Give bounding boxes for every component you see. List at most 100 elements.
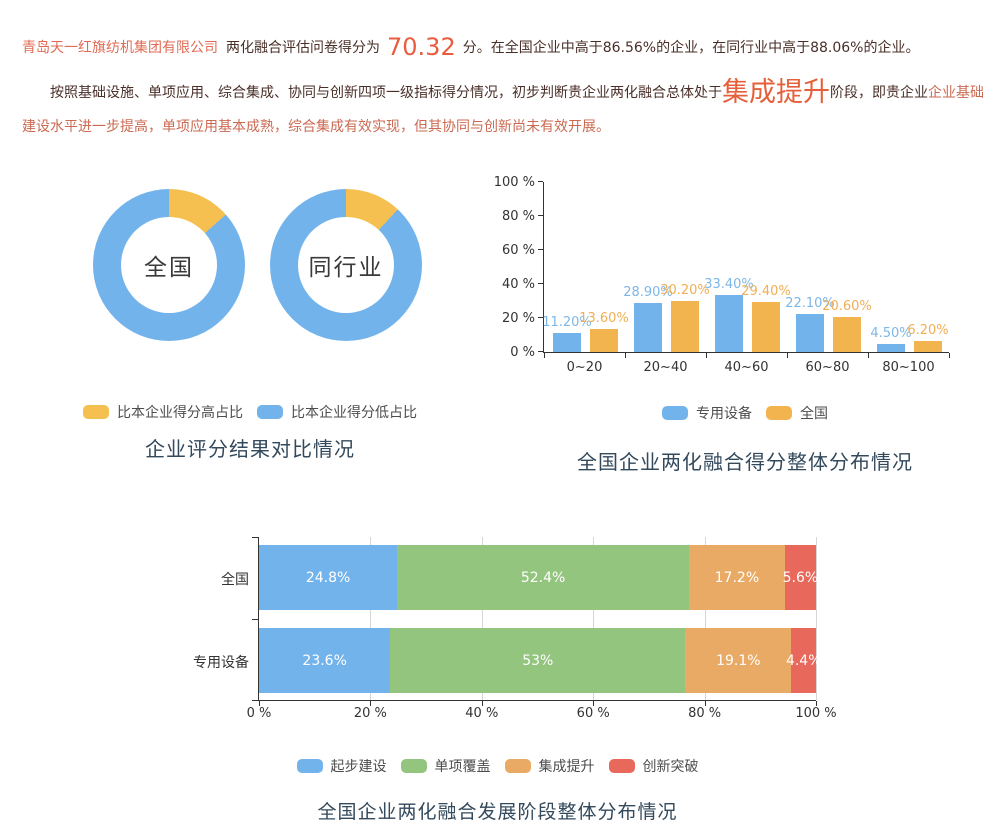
y-axis-tick-mark xyxy=(538,317,543,318)
x-axis-tick-mark xyxy=(787,353,788,358)
segment-value-label: 23.6% xyxy=(302,652,347,669)
segment-集成提升: 19.1% xyxy=(685,628,792,693)
gridline xyxy=(816,537,817,700)
red-swatch-icon xyxy=(608,759,635,773)
gridline xyxy=(704,537,706,700)
y-axis-tick-label: 0 % xyxy=(510,345,535,360)
segment-value-label: 24.8% xyxy=(305,569,351,586)
y-axis-tick-mark xyxy=(538,351,543,352)
legend-item-lower-share[interactable]: 比本企业得分低占比 xyxy=(257,402,417,422)
yellow-swatch-icon xyxy=(83,405,109,419)
bar-专用设备-20~40 xyxy=(634,302,662,352)
legend-item-stage-innovation[interactable]: 创新突破 xyxy=(608,756,699,776)
green-swatch-icon xyxy=(400,759,427,773)
company-name: 青岛天一红旗纺机集团有限公司 xyxy=(22,40,218,56)
bar-value-label: 30.20% xyxy=(660,282,710,298)
bar-专用设备-80~100 xyxy=(877,344,905,352)
stacked-chart-title: 全国企业两化融合发展阶段整体分布情况 xyxy=(317,801,678,823)
y-axis-tick-mark xyxy=(252,537,258,538)
bar-value-label: 4.50% xyxy=(870,326,912,342)
legend-label: 起步建设 xyxy=(330,759,387,775)
y-axis-tick-mark xyxy=(538,249,543,250)
bar-全国-20~40 xyxy=(671,300,699,352)
donut-hole: 同行业 xyxy=(298,217,394,313)
stacked-row-专用设备: 23.6% 53% 19.1% 4.4% xyxy=(259,628,822,693)
segment-单项覆盖: 52.4% xyxy=(397,545,689,610)
bar-value-label: 6.20% xyxy=(907,323,949,339)
stacked-legend: 起步建设 单项覆盖 集成提升 创新突破 xyxy=(0,756,995,776)
bar-value-label: 29.40% xyxy=(741,284,791,300)
score-value: 70.32 xyxy=(387,33,456,61)
gridline xyxy=(481,537,483,700)
x-axis-tick-mark xyxy=(593,701,595,706)
bar-专用设备-40~60 xyxy=(715,295,743,352)
assessment-text-3: 企业基础建设水平进一步提高，单项应用基本成熟，综合集成有效实现，但其协同与创新尚… xyxy=(22,85,984,135)
bar-value-label: 33.40% xyxy=(704,277,754,293)
assessment-text-2: 阶段，即贵企业 xyxy=(830,85,928,101)
x-axis-category-label: 60~80 xyxy=(805,360,850,375)
legend-label: 单项覆盖 xyxy=(434,759,491,775)
legend-item-stage-start[interactable]: 起步建设 xyxy=(296,756,387,776)
x-axis-tick-mark xyxy=(544,353,545,358)
donut-center-label: 全国 xyxy=(144,255,194,281)
bar-value-label: 28.90% xyxy=(623,284,673,300)
segment-value-label: 4.4% xyxy=(785,652,822,669)
orange-swatch-icon xyxy=(766,406,792,420)
bar-全国-80~100 xyxy=(914,341,942,352)
legend-label: 比本企业得分低占比 xyxy=(291,405,417,421)
x-axis-category-label: 0~20 xyxy=(566,360,603,375)
y-axis-tick-label: 80 % xyxy=(501,209,535,224)
x-axis-tick-label: 20 % xyxy=(353,706,387,721)
donut-chart-title: 企业评分结果对比情况 xyxy=(145,437,355,461)
x-axis-category-label: 40~60 xyxy=(724,360,769,375)
donut-legend: 比本企业得分高占比 比本企业得分低占比 xyxy=(20,402,480,422)
legend-item-special-equipment[interactable]: 专用设备 xyxy=(662,403,752,423)
x-axis-tick-mark xyxy=(259,701,260,706)
bar-专用设备-0~20 xyxy=(553,332,581,352)
x-axis-tick-mark xyxy=(704,701,706,706)
legend-item-higher-share[interactable]: 比本企业得分高占比 xyxy=(83,402,243,422)
score-prefix-text: 两化融合评估问卷得分为 xyxy=(226,40,380,56)
donut-hole: 全国 xyxy=(121,217,217,313)
y-axis-tick-mark xyxy=(538,215,543,216)
bar-value-label: 13.60% xyxy=(579,310,629,326)
segment-创新突破: 5.6% xyxy=(783,545,818,610)
segment-起步建设: 23.6% xyxy=(259,628,391,693)
x-axis-category-label: 20~40 xyxy=(643,360,688,375)
donut-同行业: 同行业 xyxy=(270,189,422,341)
gridline xyxy=(593,537,595,700)
y-axis-tick-label: 40 % xyxy=(501,277,535,292)
legend-label: 集成提升 xyxy=(538,759,595,775)
stacked-row-label: 专用设备 xyxy=(193,654,249,671)
legend-item-stage-integration[interactable]: 集成提升 xyxy=(504,756,595,776)
segment-value-label: 53% xyxy=(522,652,554,669)
legend-item-stage-single[interactable]: 单项覆盖 xyxy=(400,756,491,776)
segment-创新突破: 4.4% xyxy=(786,628,822,693)
bar-全国-40~60 xyxy=(752,302,780,352)
stage-distribution-chart: 0 % 20 % 40 % 60 % 80 % 100 % 24.8% 52.4% 17.2% 5… xyxy=(0,525,995,829)
tan-swatch-icon xyxy=(504,759,531,773)
blue-swatch-icon xyxy=(662,406,688,420)
bar-value-label: 11.20% xyxy=(542,314,592,330)
x-axis-tick-mark xyxy=(625,353,626,358)
legend-item-national[interactable]: 全国 xyxy=(766,403,828,423)
stacked-row-label: 全国 xyxy=(221,571,249,588)
x-axis-tick-mark xyxy=(949,353,950,358)
legend-label: 比本企业得分高占比 xyxy=(117,405,243,421)
x-axis-tick-label: 0 % xyxy=(246,706,272,721)
bar-legend: 专用设备 全国 xyxy=(495,403,995,423)
segment-value-label: 19.1% xyxy=(716,652,761,669)
y-axis-tick-label: 20 % xyxy=(501,311,535,326)
stacked-plot-area: 0 % 20 % 40 % 60 % 80 % 100 % 24.8% 52.4% 17.2% 5… xyxy=(193,537,837,721)
y-axis-tick-mark xyxy=(538,283,543,284)
x-axis-tick-mark xyxy=(816,701,817,706)
segment-起步建设: 24.8% xyxy=(259,545,398,610)
legend-label: 创新突破 xyxy=(642,759,699,775)
segment-集成提升: 17.2% xyxy=(688,545,785,610)
segment-单项覆盖: 53% xyxy=(390,628,686,693)
assessment-paragraph: 按照基础设施、单项应用、综合集成、协同与创新四项一级指标得分情况，初步判断贵企业… xyxy=(22,76,987,144)
legend-label: 专用设备 xyxy=(696,406,752,422)
segment-value-label: 17.2% xyxy=(714,569,760,586)
bar-plot-area: 0 % 20 % 40 % 60 % 80 % 100 % 0~20 20~40 40~60 60… xyxy=(494,175,950,375)
bar-value-label: 22.10% xyxy=(785,296,835,312)
